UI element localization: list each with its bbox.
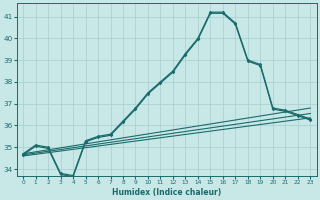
X-axis label: Humidex (Indice chaleur): Humidex (Indice chaleur) xyxy=(112,188,221,197)
